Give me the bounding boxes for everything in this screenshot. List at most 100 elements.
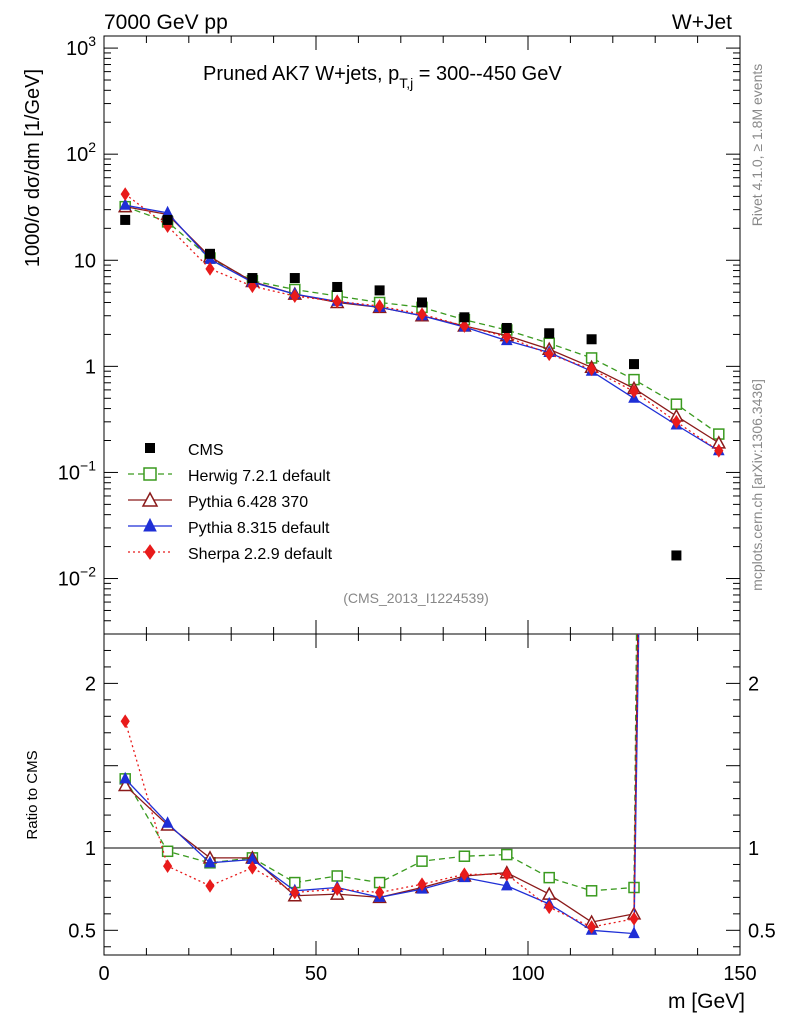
ratio-y-axis-label: Ratio to CMS: [24, 750, 41, 839]
ratio-point-sherpa-2-2-9-default: [120, 714, 130, 729]
legend-marker-pythia-8-315-default: [143, 517, 157, 532]
series-point-sherpa-2-2-9-default: [544, 347, 554, 362]
cms-data-point: [332, 281, 343, 292]
series-point-sherpa-2-2-9-default: [629, 384, 639, 399]
ratio-line-sherpa-2-2-9-default: [124, 634, 639, 928]
source-label: mcplots.cern.ch [arXiv:1306.3436]: [749, 379, 765, 591]
ratio-point-pythia-6-428-370: [117, 777, 133, 792]
ratio-point-herwig-7-2-1-default: [585, 885, 598, 897]
series-line-pythia-8-315-default: [125, 204, 720, 452]
cms-data-point: [501, 322, 512, 333]
cms-data-point: [544, 328, 555, 339]
y-tick-label: 102: [66, 139, 96, 166]
legend-marker-pythia-6-428-370: [141, 491, 159, 507]
cms-data-point: [586, 334, 597, 345]
legend-label-herwig-7-2-1-default: Herwig 7.2.1 default: [188, 468, 331, 485]
ratio-tick-label: 0.5: [68, 920, 96, 942]
chart-title-rest: = 300--450 GeV: [413, 63, 562, 85]
ratio-point-pythia-8-315-default: [161, 816, 174, 828]
legend-label-pythia-8-315-default: Pythia 8.315 default: [188, 520, 330, 537]
cms-data-point: [417, 297, 427, 308]
main-plot-frame: [103, 35, 741, 635]
ratio-point-herwig-7-2-1-default: [458, 850, 471, 862]
series-point-sherpa-2-2-9-default: [332, 294, 342, 309]
ratio-point-sherpa-2-2-9-default: [544, 900, 554, 915]
series-point-sherpa-2-2-9-default: [417, 307, 427, 322]
cms-data-point: [374, 285, 385, 296]
cms-data-point: [459, 312, 470, 323]
chart-title: Pruned AK7 W+jets, pT,j = 300--450 GeV: [203, 63, 562, 91]
ratio-point-herwig-7-2-1-default: [543, 871, 555, 884]
cms-data-point: [162, 214, 173, 225]
analysis-id: (CMS_2013_I1224539): [343, 590, 489, 606]
series-point-sherpa-2-2-9-default: [586, 362, 597, 377]
ratio-point-pythia-8-315-default: [500, 878, 513, 891]
ratio-point-pythia-8-315-default: [119, 771, 132, 784]
cms-data-point: [247, 273, 258, 284]
series-point-sherpa-2-2-9-default: [714, 443, 724, 458]
ratio-line-pythia-8-315-default: [124, 634, 640, 935]
legend-entry-sherpa-2-2-9-default: Sherpa 2.2.9 default: [128, 544, 333, 563]
ratio-tick-label: 1: [85, 838, 96, 860]
ratio-tick-label: 2: [85, 673, 96, 695]
ratio-point-sherpa-2-2-9-default: [502, 867, 512, 882]
cms-data-point: [714, 637, 724, 647]
y-tick-label: 1: [85, 356, 96, 378]
ratio-point-sherpa-2-2-9-default: [162, 859, 173, 874]
cms-data-point: [205, 248, 215, 259]
series-point-sherpa-2-2-9-default: [459, 319, 470, 333]
y-tick-label: 10−1: [58, 457, 96, 484]
y-tick-label: 103: [66, 33, 96, 60]
y-tick-label: 10−2: [58, 564, 96, 591]
ratio-point-sherpa-2-2-9-default: [205, 878, 215, 893]
x-tick-label: 150: [723, 963, 756, 985]
cms-data-points: [120, 214, 724, 647]
series-main-pythia-6-428-370: [117, 199, 727, 449]
series-main-pythia-8-315-default: [119, 198, 725, 456]
series-point-sherpa-2-2-9-default: [502, 329, 512, 344]
chart-title-main: Pruned AK7 W+jets, p: [203, 63, 399, 85]
cms-data-point: [289, 273, 300, 284]
x-tick-label: 0: [98, 963, 109, 985]
series-line-sherpa-2-2-9-default: [124, 193, 720, 452]
series-point-sherpa-2-2-9-default: [247, 279, 258, 294]
legend-marker-cms: [145, 443, 155, 453]
legend-entry-cms: CMS: [145, 442, 224, 459]
ratio-point-pythia-8-315-default: [204, 855, 216, 868]
x-axis-label: m [GeV]: [668, 990, 745, 1013]
ratio-plot-frame: [103, 633, 741, 956]
ratio-point-herwig-7-2-1-default: [331, 870, 343, 882]
ratio-point-sherpa-2-2-9-default: [290, 885, 300, 900]
series-point-sherpa-2-2-9-default: [374, 299, 385, 313]
series-point-herwig-7-2-1-default: [670, 398, 683, 410]
cms-data-point: [629, 359, 639, 370]
data-layer: [120, 214, 724, 647]
cms-data-point: [671, 550, 682, 561]
ratio-point-sherpa-2-2-9-default: [629, 911, 639, 926]
energy-label: 7000 GeV pp: [104, 11, 228, 34]
ratio-point-sherpa-2-2-9-default: [374, 885, 385, 900]
ratio-tick-label-right: 0.5: [748, 920, 776, 942]
series-point-pythia-8-315-default: [119, 198, 132, 210]
series-line-pythia-6-428-370: [125, 206, 720, 444]
chart-title-subscript: T,j: [399, 75, 413, 91]
ratio-tick-label-right: 1: [748, 838, 759, 860]
ratio-line-pythia-6-428-370: [124, 634, 639, 923]
y-tick-label: 10: [74, 250, 96, 272]
ratio-tick-label-right: 2: [748, 673, 759, 695]
legend-entry-pythia-6-428-370: Pythia 6.428 370: [128, 491, 308, 511]
ratio-point-sherpa-2-2-9-default: [459, 867, 470, 882]
ratio-point-herwig-7-2-1-default: [416, 855, 428, 867]
series-ratio-sherpa-2-2-9-default: [120, 634, 639, 934]
process-label: W+Jet: [672, 11, 732, 34]
x-tick-label: 100: [511, 963, 544, 985]
y-axis-label: 1000/σ dσ/dm [1/GeV]: [22, 69, 44, 267]
version-label: Rivet 4.1.0, ≥ 1.8M events: [749, 64, 765, 227]
series-point-sherpa-2-2-9-default: [120, 187, 130, 202]
cms-data-point: [120, 214, 131, 225]
legend-label-pythia-6-428-370: Pythia 6.428 370: [188, 494, 308, 511]
ratio-point-sherpa-2-2-9-default: [586, 920, 597, 934]
ratio-point-herwig-7-2-1-default: [161, 845, 174, 858]
